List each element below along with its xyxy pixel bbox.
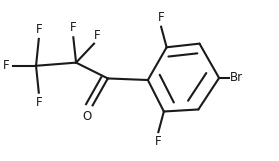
Text: F: F <box>158 10 164 24</box>
Text: Br: Br <box>230 71 243 85</box>
Text: F: F <box>155 135 162 148</box>
Text: F: F <box>70 21 77 34</box>
Text: F: F <box>35 96 42 109</box>
Text: F: F <box>3 59 10 72</box>
Text: O: O <box>83 110 92 123</box>
Text: F: F <box>93 29 100 42</box>
Text: F: F <box>35 23 42 36</box>
